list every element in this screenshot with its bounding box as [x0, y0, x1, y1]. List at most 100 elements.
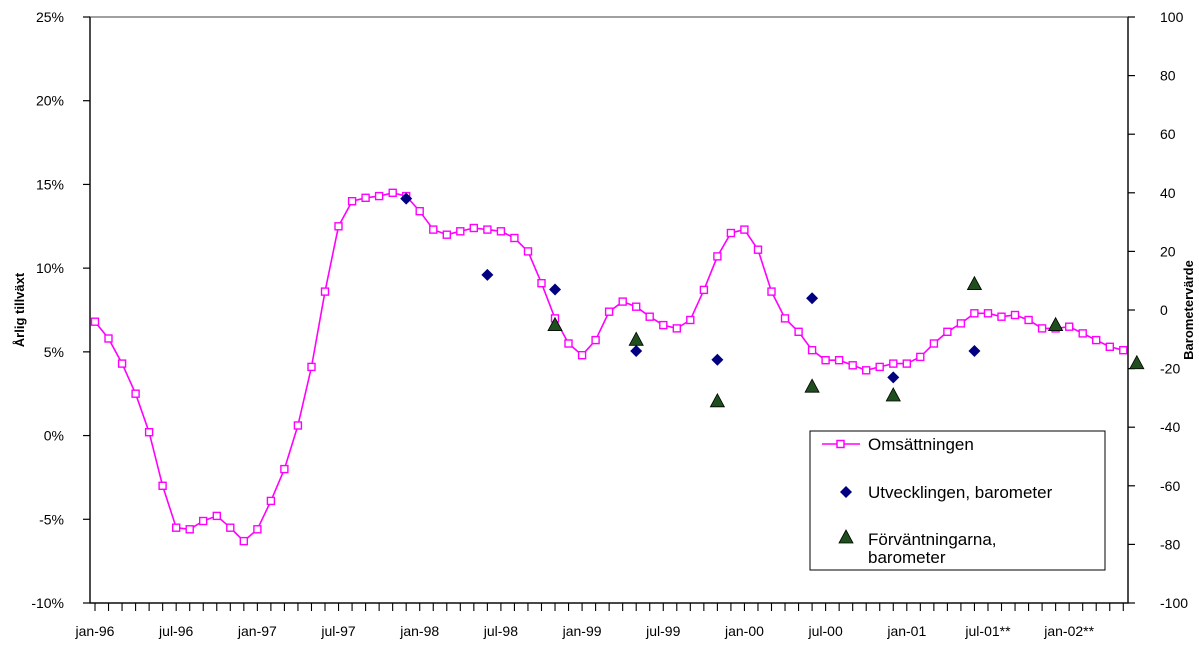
data-point-omsattning — [1024, 315, 1033, 325]
x-tick-label: jul-96 — [158, 623, 193, 639]
data-point-omsattning — [902, 359, 911, 368]
y-left-tick-label: -5% — [39, 511, 64, 527]
data-point-forvantning — [804, 378, 820, 393]
x-tick-label: jul-01** — [964, 623, 1011, 639]
data-point-omsattning — [510, 233, 519, 243]
data-point-omsattning — [1119, 346, 1128, 355]
y-left-tick-label: 0% — [44, 428, 64, 444]
data-point-omsattning — [997, 312, 1006, 321]
y-right-tick-label: 80 — [1160, 68, 1176, 84]
data-point-omsattning — [862, 366, 871, 375]
data-point-omsattning — [131, 389, 140, 398]
data-point-forvantning — [547, 316, 563, 332]
x-tick-label: jan-01 — [886, 623, 926, 639]
x-tick-label: jul-97 — [320, 623, 355, 639]
y-left-axis-title: Årlig tillväxt — [12, 272, 27, 347]
x-tick-label: jan-99 — [562, 623, 602, 639]
x-tick-label: jan-96 — [75, 623, 115, 639]
x-tick-label: jan-98 — [399, 623, 439, 639]
data-point-omsattning — [848, 361, 857, 370]
data-point-omsattning — [198, 516, 208, 526]
data-point-omsattning — [970, 309, 979, 318]
data-point-omsattning — [1078, 329, 1087, 338]
data-point-omsattning — [699, 285, 709, 295]
data-point-forvantning — [1129, 354, 1145, 370]
data-point-omsattning — [415, 206, 424, 216]
data-point-omsattning — [496, 227, 506, 236]
data-point-omsattning — [1064, 322, 1074, 331]
x-tick-label: jul-98 — [483, 623, 518, 639]
legend-marker-utveckling — [840, 486, 852, 498]
data-point-omsattning — [347, 196, 357, 206]
data-point-omsattning — [90, 317, 100, 326]
y-left-tick-label: 20% — [36, 93, 64, 109]
data-point-omsattning — [388, 188, 397, 198]
data-point-utveckling — [549, 283, 562, 296]
legend-marker-omsattning — [836, 439, 845, 449]
data-point-omsattning — [821, 356, 830, 365]
data-point-utveckling — [806, 292, 819, 305]
data-point-omsattning — [171, 523, 181, 532]
data-point-omsattning — [875, 362, 884, 372]
y-right-tick-label: -100 — [1160, 595, 1188, 611]
data-point-omsattning — [889, 359, 898, 368]
data-point-omsattning — [1010, 310, 1020, 320]
data-point-omsattning — [645, 312, 654, 321]
data-point-forvantning — [709, 392, 726, 408]
data-point-forvantning — [628, 331, 644, 346]
data-point-utveckling — [630, 345, 643, 358]
legend-box — [809, 430, 1106, 571]
data-point-omsattning — [104, 334, 113, 343]
x-tick-label: jul-99 — [645, 623, 680, 639]
data-point-omsattning — [983, 309, 993, 318]
data-point-omsattning — [767, 287, 776, 296]
data-point-omsattning — [442, 230, 451, 239]
data-point-omsattning — [591, 335, 600, 345]
data-point-omsattning — [780, 314, 790, 323]
y-right-axis-title: Barometervärde — [1181, 260, 1196, 360]
y-right-tick-label: 20 — [1160, 243, 1176, 259]
y-right-tick-label: 40 — [1160, 185, 1176, 201]
data-point-omsattning — [469, 223, 478, 233]
legend-label-utveckling: Utvecklingen, barometer — [868, 483, 1053, 502]
x-tick-label: jan-02** — [1043, 623, 1094, 639]
data-point-omsattning — [1091, 335, 1101, 345]
data-point-omsattning — [659, 320, 668, 330]
data-point-utveckling — [400, 192, 413, 205]
data-point-omsattning — [564, 339, 573, 348]
x-tick-label: jan-97 — [237, 623, 277, 639]
y-left-tick-label: 10% — [36, 260, 64, 276]
legend-marker-forvantning — [838, 529, 854, 544]
data-point-omsattning — [374, 191, 384, 201]
y-right-tick-label: 100 — [1160, 9, 1184, 25]
series-layer — [90, 188, 1145, 546]
legend: Omsättningen Utvecklingen, barometer För… — [809, 430, 1106, 571]
y-left-tick-label: -10% — [31, 595, 64, 611]
data-point-omsattning — [158, 481, 167, 490]
y-left-tick-label: 15% — [36, 176, 64, 192]
data-point-omsattning — [713, 252, 722, 261]
y-right-tick-label: -20 — [1160, 361, 1180, 377]
data-point-omsattning — [618, 297, 627, 306]
data-point-omsattning — [916, 352, 925, 362]
data-point-omsattning — [307, 362, 316, 372]
data-point-omsattning — [361, 193, 370, 203]
y-right-tick-label: -60 — [1160, 478, 1180, 494]
data-point-omsattning — [1105, 342, 1115, 351]
data-point-omsattning — [753, 245, 763, 254]
data-point-omsattning — [672, 324, 681, 333]
legend-label-forvantning: Förväntningarna, barometer — [868, 530, 997, 567]
data-point-omsattning — [239, 536, 249, 546]
data-point-omsattning — [537, 279, 546, 288]
data-point-omsattning — [1037, 324, 1047, 333]
data-point-omsattning — [523, 247, 533, 256]
data-point-omsattning — [740, 225, 749, 234]
data-point-forvantning — [966, 275, 983, 291]
data-point-forvantning — [1047, 316, 1064, 332]
y-right-tick-label: -80 — [1160, 536, 1180, 552]
data-point-omsattning — [929, 339, 939, 348]
data-point-omsattning — [429, 225, 438, 234]
data-point-omsattning — [212, 511, 222, 521]
data-point-omsattning — [604, 307, 614, 316]
